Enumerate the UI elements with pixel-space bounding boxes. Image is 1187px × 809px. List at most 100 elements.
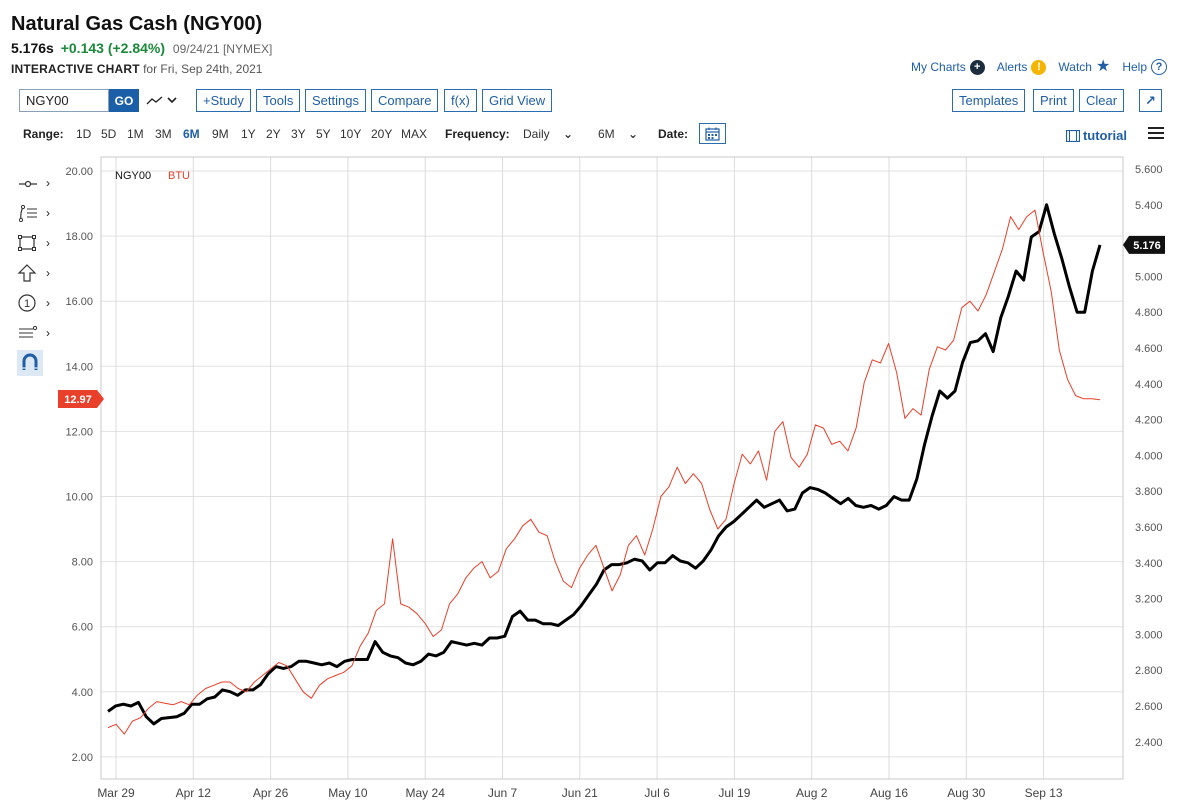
crosshair-icon [19, 180, 37, 188]
x-tick-label: Jul 19 [718, 786, 750, 800]
right-tick-label: 4.200 [1135, 415, 1163, 427]
last-price-tag [1123, 235, 1165, 254]
right-tick-label: 3.600 [1135, 522, 1163, 534]
function-button[interactable]: f(x) [444, 89, 477, 112]
date-label: Date: [658, 127, 689, 141]
tools-button[interactable]: Tools [256, 89, 301, 112]
range-1d[interactable]: 1D [76, 127, 92, 141]
range-10y[interactable]: 10Y [340, 127, 362, 141]
alerts-label: Alerts [996, 60, 1028, 74]
right-tick-label: 2.400 [1135, 737, 1163, 749]
chart-type-dropdown[interactable] [145, 92, 179, 110]
watch-label: Watch [1058, 60, 1092, 74]
magnet-tool[interactable] [17, 350, 57, 376]
right-tick-label: 4.600 [1135, 343, 1163, 355]
x-tick-label: Aug 16 [870, 786, 908, 800]
range-1m[interactable]: 1M [127, 127, 144, 141]
legend-item-btu: BTU [168, 170, 190, 182]
right-tick-label: 4.000 [1135, 450, 1163, 462]
series-lines [107, 203, 1102, 735]
plus-circle-icon: + [969, 59, 985, 75]
expand-icon[interactable]: ↗ [1139, 89, 1162, 112]
arrow-tool[interactable]: › [17, 262, 57, 284]
x-tick-label: May 24 [406, 786, 446, 800]
x-tick-label: May 10 [328, 786, 368, 800]
range-max[interactable]: MAX [401, 127, 428, 141]
x-tick-label: Aug 2 [796, 786, 828, 800]
parallel-lines-tool[interactable]: › [17, 322, 57, 344]
range-6m[interactable]: 6M [183, 127, 200, 141]
quote-line: 5.176s +0.143 (+2.84%) 09/24/21 [NYMEX] [11, 40, 272, 56]
chart-subtitle: INTERACTIVE CHART for Fri, Sep 24th, 202… [11, 62, 262, 76]
period-dropdown[interactable]: 6M ⌄ [598, 127, 638, 141]
range-9m[interactable]: 9M [212, 127, 229, 141]
frequency-label: Frequency: [445, 127, 510, 141]
help-link[interactable]: Help ? [1122, 59, 1167, 75]
plot-frame [100, 156, 1124, 780]
fib-tool[interactable]: › [17, 202, 57, 224]
frequency-value: Daily [523, 127, 550, 141]
parallel-lines-icon [19, 325, 38, 338]
watch-link[interactable]: Watch ★ [1058, 59, 1110, 75]
film-icon [1065, 129, 1080, 142]
x-axis-labels: Mar 29 Apr 12 Apr 26 May 10 May 24 Jun 7 Jun 2… [97, 786, 1063, 800]
x-tick-label: Jun 21 [562, 786, 598, 800]
range-3m[interactable]: 3M [155, 127, 172, 141]
calendar-button[interactable] [699, 123, 726, 144]
page-title: Natural Gas Cash (NGY00) [11, 13, 263, 35]
range-5y[interactable]: 5Y [316, 127, 331, 141]
left-tick-label: 16.00 [65, 296, 93, 308]
symbol-input[interactable] [19, 89, 109, 112]
tutorial-link[interactable]: tutorial [1065, 128, 1127, 143]
chevron-down-icon: ⌄ [563, 127, 574, 141]
left-tick-label: 8.00 [72, 557, 93, 569]
my-charts-link[interactable]: My Charts + [911, 59, 985, 75]
left-tick-label: 14.00 [65, 361, 93, 373]
range-3y[interactable]: 3Y [291, 127, 306, 141]
x-tick-label: Jul 6 [644, 786, 670, 800]
add-study-button[interactable]: +Study [196, 89, 251, 112]
range-20y[interactable]: 20Y [371, 127, 393, 141]
alerts-link[interactable]: Alerts ! [996, 59, 1047, 75]
range-5d[interactable]: 5D [101, 127, 117, 141]
chart-toolbar: GO +Study Tools Settings Compare f(x) Gr… [19, 89, 1167, 113]
go-button[interactable]: GO [109, 89, 139, 112]
period-value: 6M [598, 127, 615, 141]
frequency-dropdown[interactable]: Daily ⌄ [523, 127, 573, 141]
right-tick-label: 3.400 [1135, 558, 1163, 570]
compare-value-tag-label: 12.97 [64, 394, 92, 406]
rectangle-tool[interactable]: › [17, 232, 57, 254]
date-exchange: 09/24/21 [NYMEX] [172, 42, 273, 56]
templates-button[interactable]: Templates [952, 89, 1026, 112]
chevron-right-icon: › [46, 236, 50, 250]
compare-button[interactable]: Compare [371, 89, 439, 112]
right-tick-label: 5.400 [1135, 200, 1163, 212]
rectangle-icon [18, 235, 36, 251]
marker-tool[interactable]: 1 › [17, 292, 57, 314]
right-tick-label: 2.800 [1135, 665, 1163, 677]
range-2y[interactable]: 2Y [266, 127, 281, 141]
my-charts-label: My Charts [911, 60, 966, 74]
right-tick-label: 3.200 [1135, 594, 1163, 606]
hamburger-menu-icon[interactable] [1148, 125, 1164, 141]
crosshair-tool[interactable]: › [17, 172, 57, 194]
svg-text:1: 1 [24, 298, 30, 310]
fib-lines-icon [18, 204, 37, 222]
grid-view-button[interactable]: Grid View [482, 89, 553, 112]
print-button[interactable]: Print [1033, 89, 1074, 112]
interactive-chart-label: INTERACTIVE CHART [11, 62, 140, 76]
arrow-up-icon [17, 264, 37, 282]
chevron-right-icon: › [46, 176, 50, 190]
clear-button[interactable]: Clear [1079, 89, 1125, 112]
chevron-down-icon: ⌄ [628, 127, 639, 141]
range-1y[interactable]: 1Y [241, 127, 256, 141]
top-links: My Charts + Alerts ! Watch ★ Help ? [911, 59, 1167, 75]
chart-grid [101, 157, 1123, 779]
left-tick-label: 12.00 [65, 426, 93, 438]
settings-button[interactable]: Settings [305, 89, 366, 112]
help-icon: ? [1151, 59, 1167, 75]
left-tick-label: 10.00 [65, 492, 93, 504]
tutorial-label: tutorial [1082, 128, 1127, 143]
left-tick-label: 18.00 [65, 231, 93, 243]
